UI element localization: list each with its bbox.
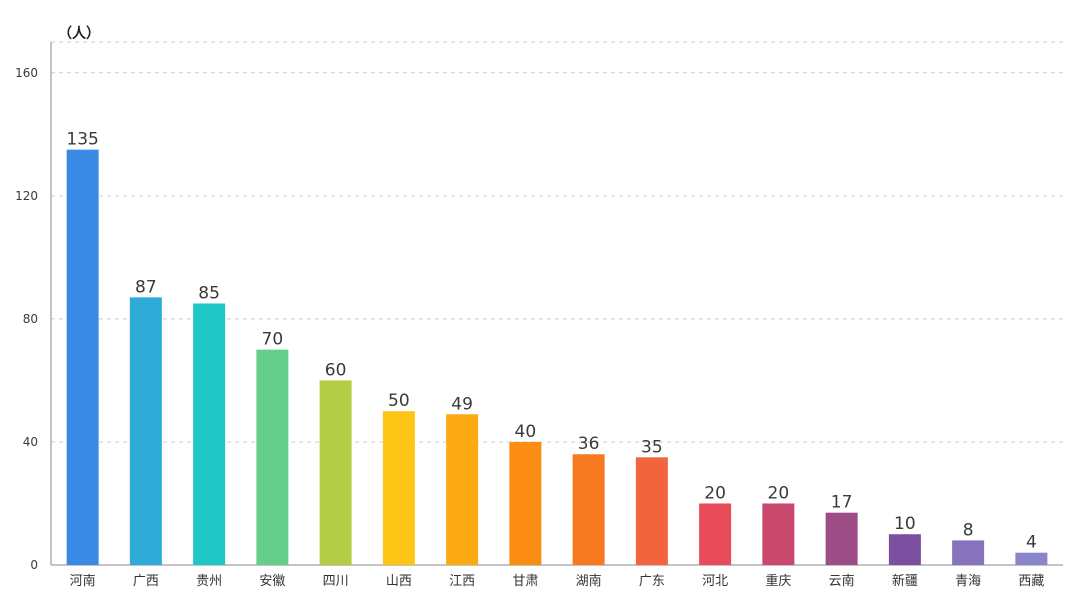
bar [509,441,542,565]
data-label: 50 [388,391,410,411]
x-tick-label: 四川 [323,574,349,589]
x-tick-labels: 河南 广西 贵州 安徽 四川 山西 江西 甘肃 湖南 广东 河北 重庆 云南 新疆 青海 西藏 [70,573,1045,589]
bar [66,149,99,566]
data-label: 135 [66,130,98,150]
x-tick-label: 河南 [70,573,96,589]
data-label: 8 [963,520,974,540]
data-label: 87 [135,277,157,297]
x-tick-label: 山西 [386,574,412,589]
x-tick-label: 安徽 [259,574,285,589]
x-tick-label: 河北 [702,574,728,589]
x-tick-label: 重庆 [765,573,791,589]
data-label: 85 [198,284,220,304]
bar [572,454,605,565]
bar [699,503,732,565]
x-tick-label: 广东 [639,574,665,589]
data-label: 36 [578,434,600,454]
y-tick-label: 80 [23,312,38,326]
y-tick-labels: 0 40 80 120 160 [15,66,38,572]
data-label: 40 [515,422,537,442]
bar [635,457,668,565]
data-labels: 135 87 85 70 60 50 49 40 36 35 20 20 17 10 8 4 [66,130,1036,553]
x-tick-label: 贵州 [196,574,222,589]
bar [193,303,226,565]
x-tick-label: 西藏 [1018,574,1044,589]
bar [319,380,352,565]
x-tick-label: 江西 [449,574,475,589]
x-tick-label: 新疆 [892,573,918,589]
x-tick-label: 青海 [955,574,981,589]
y-tick-label: 120 [15,189,38,203]
data-label: 20 [768,483,790,503]
bar [382,411,415,565]
bars [66,149,1048,566]
x-tick-label: 云南 [829,573,855,589]
y-tick-label: 40 [23,435,38,449]
bar [762,503,795,565]
data-label: 70 [262,330,284,350]
bar [129,297,162,565]
data-label: 20 [704,483,726,503]
bar [888,534,921,565]
x-tick-label: 湖南 [576,573,602,589]
data-label: 17 [831,493,853,513]
bar [952,540,985,565]
y-tick-label: 0 [30,558,38,572]
data-label: 4 [1026,533,1037,553]
x-tick-label: 广西 [133,574,159,589]
y-tick-label: 160 [15,66,38,80]
bar [1015,552,1048,565]
bar [256,349,289,565]
data-label: 60 [325,360,347,380]
x-tick-label: 甘肃 [512,574,538,589]
data-label: 10 [894,514,916,534]
data-label: 35 [641,437,663,457]
y-axis-unit-label: （人） [58,25,100,42]
bar [825,512,858,565]
data-label: 49 [451,394,473,414]
bar [446,414,479,565]
